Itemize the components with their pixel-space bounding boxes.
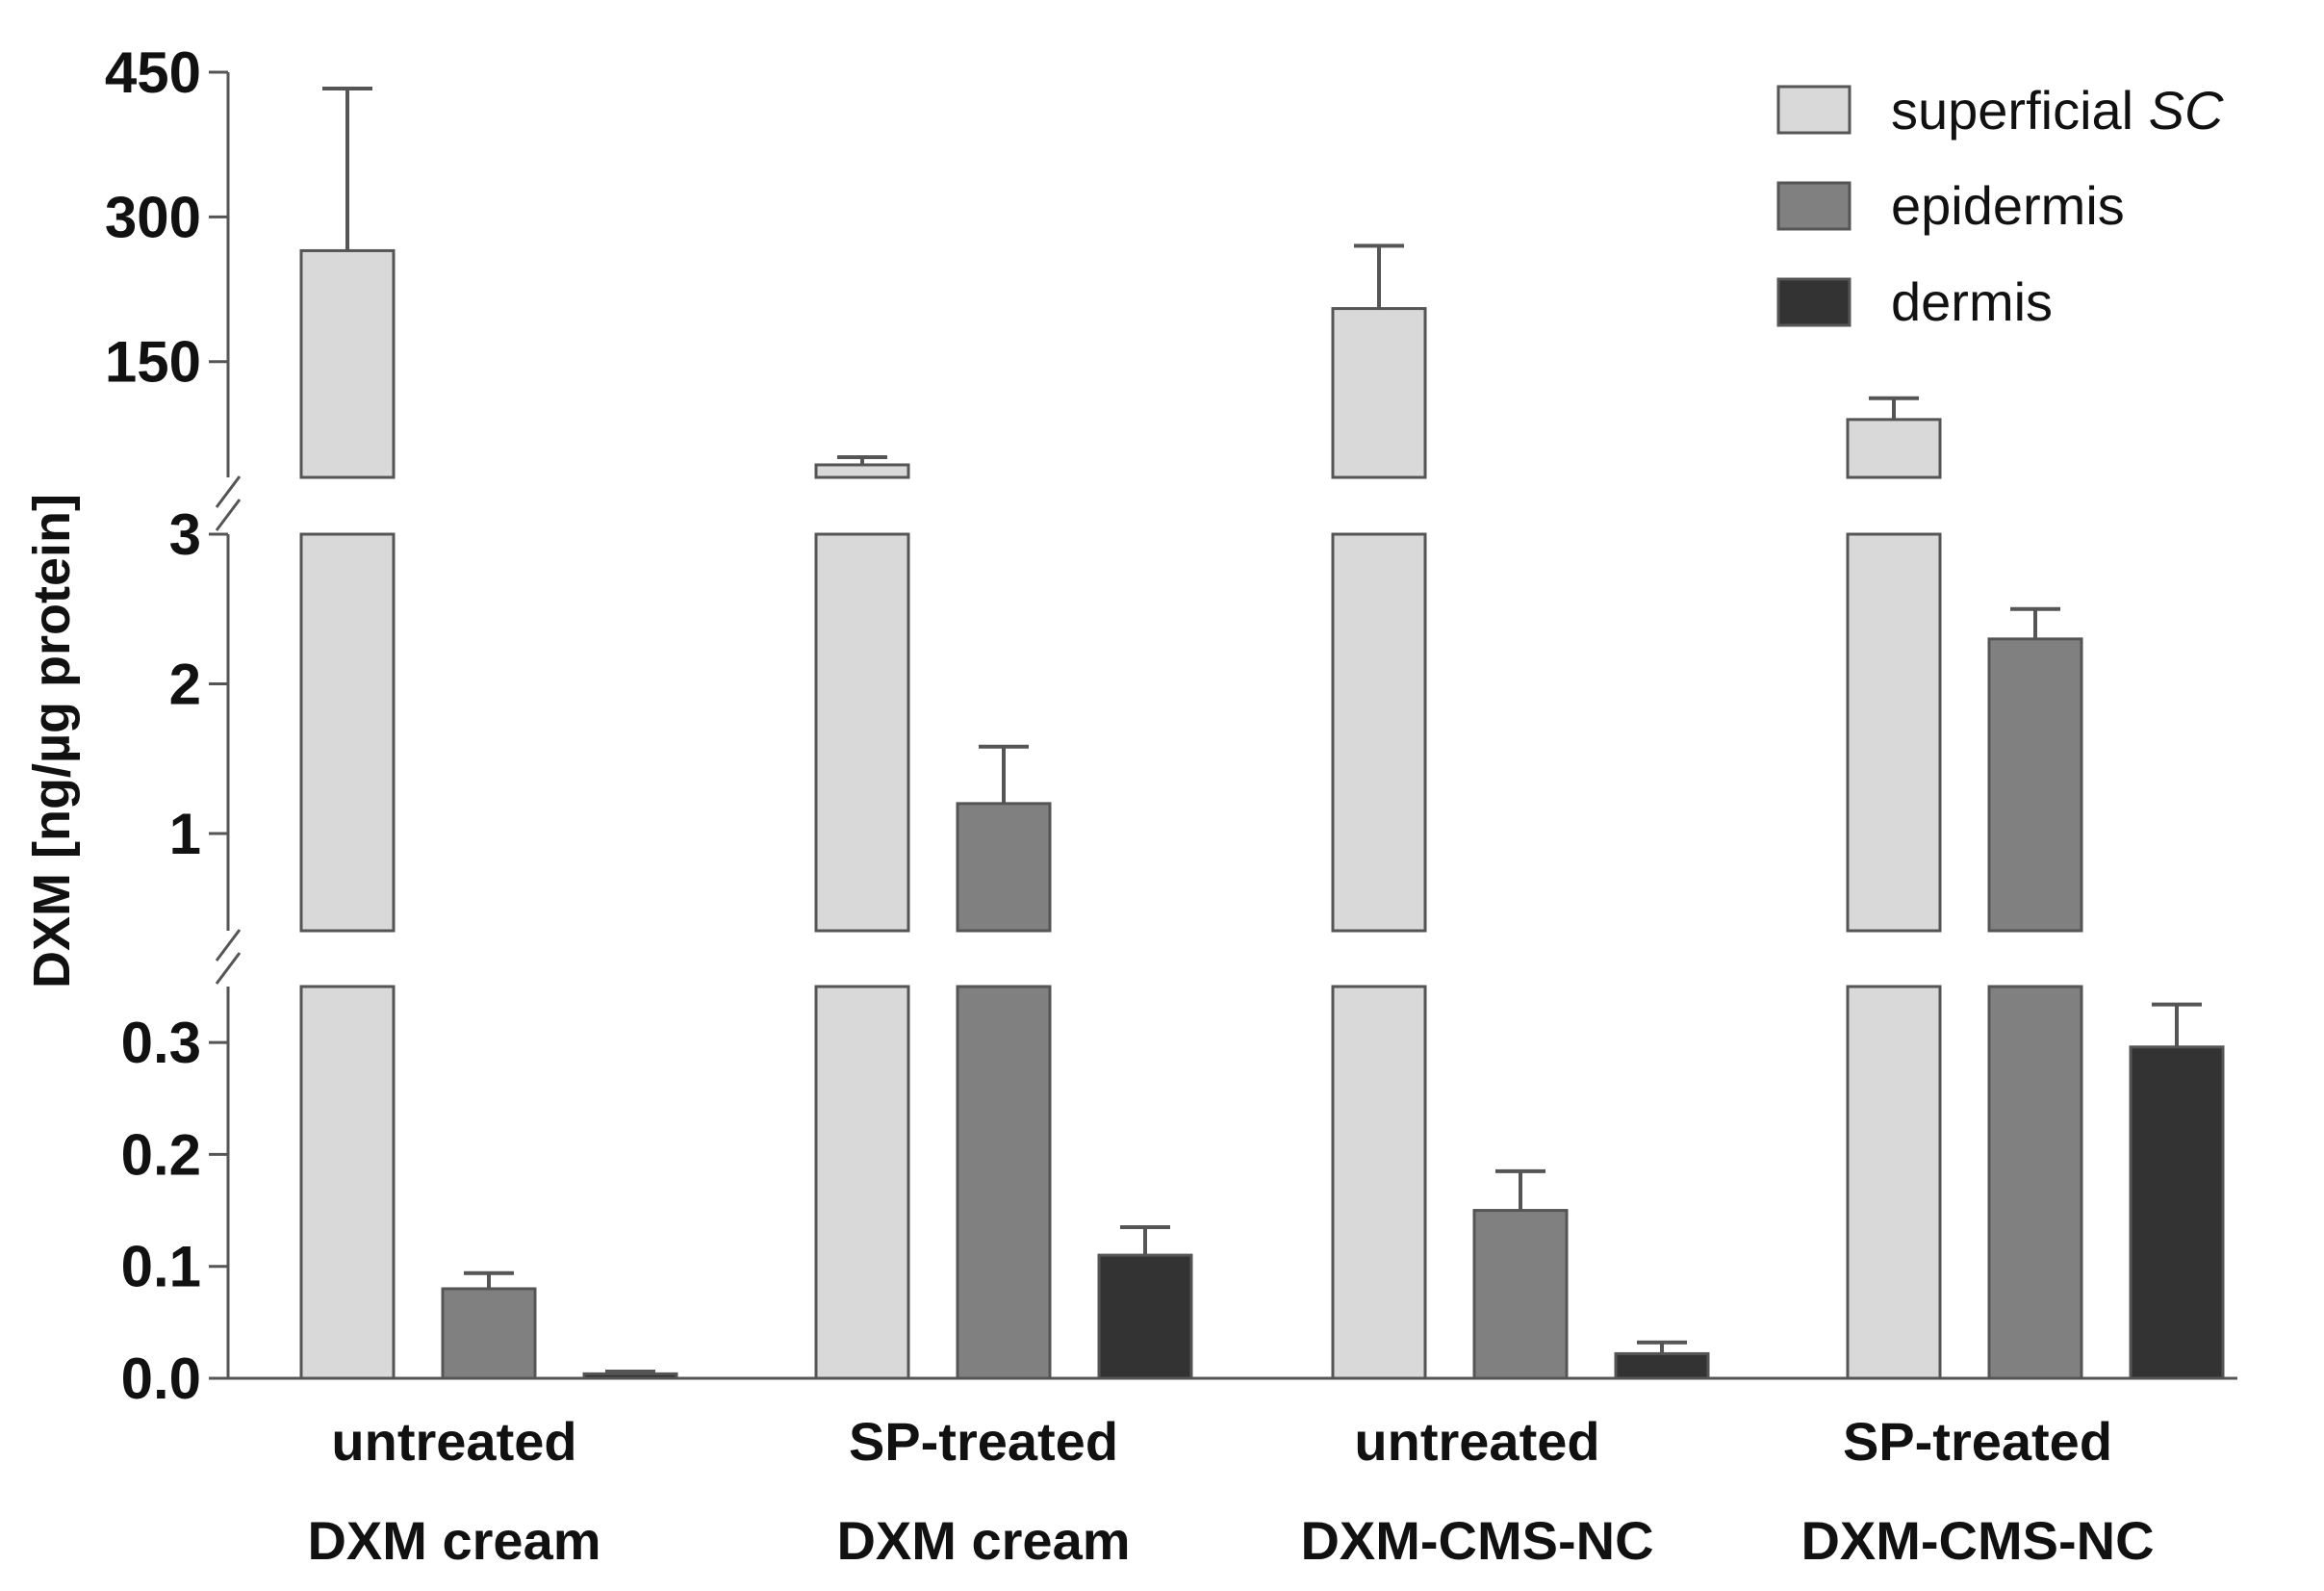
- bar-1-2: [1472, 1209, 1569, 1380]
- y-tick-label: 0.0: [121, 1347, 201, 1411]
- y-tick-label: 450: [105, 40, 201, 105]
- axis-break-mark: [215, 952, 242, 985]
- y-tick-label: 0.3: [121, 1011, 201, 1075]
- bar-0-2: [1331, 307, 1427, 479]
- y-axis-label: DXM [ng/µg protein]: [23, 494, 81, 988]
- y-tick-label: 3: [169, 502, 201, 567]
- bar-0-0: [299, 985, 396, 1380]
- bar-0-2: [1331, 985, 1427, 1380]
- legend-label-superficial-sc: superficial SC: [1891, 80, 2224, 141]
- bar-1-1: [956, 802, 1052, 933]
- axis-break-mark: [215, 929, 242, 962]
- legend-label-dermis: dermis: [1891, 271, 2053, 332]
- bar-0-0: [299, 248, 396, 479]
- bar-2-3: [2129, 1045, 2225, 1380]
- x-category-label: SP-treated: [849, 1411, 1118, 1472]
- y-tick-label: 0.2: [121, 1122, 201, 1187]
- y-tick-label: 2: [169, 652, 201, 716]
- x-category-labels: untreated DXM cream SP-treated DXM cream…: [307, 1411, 2154, 1571]
- bar-0-1: [814, 985, 910, 1380]
- bar-1-0: [441, 1287, 537, 1380]
- bar-0-2: [1331, 532, 1427, 933]
- bar-2-0: [582, 1372, 678, 1380]
- y-tick-label: 1: [169, 802, 201, 866]
- legend-swatch-superficial-sc: [1776, 85, 1852, 135]
- bar-0-3: [1846, 985, 1942, 1380]
- y-tick-label: 300: [105, 185, 201, 249]
- bar-2-1: [1097, 1253, 1193, 1380]
- legend-swatch-epidermis: [1776, 181, 1852, 231]
- legend: superficial SC epidermis dermis: [1776, 80, 2224, 332]
- axis-break-mark: [215, 475, 242, 508]
- bar-1-3: [1987, 985, 2083, 1380]
- x-category-label: DXM cream: [307, 1510, 600, 1571]
- bar-1-3: [1987, 637, 2083, 933]
- plot-area: 0.0 0.1 0.2 0.3 1 2 3 150 300 450: [105, 40, 2237, 1411]
- y-tick-label: 150: [105, 330, 201, 395]
- legend-swatch-dermis: [1776, 277, 1852, 327]
- x-category-label: DXM cream: [836, 1510, 1130, 1571]
- x-category-label: DXM-CMS-NC: [1800, 1510, 2154, 1571]
- bar-0-1: [814, 463, 910, 479]
- bar-2-2: [1614, 1351, 1710, 1380]
- axis-break-mark: [215, 499, 242, 531]
- legend-label-epidermis: epidermis: [1891, 175, 2125, 236]
- bar-0-3: [1846, 418, 1942, 479]
- y-tick-label: 0.1: [121, 1235, 201, 1299]
- x-category-label: SP-treated: [1843, 1411, 2112, 1472]
- bar-0-1: [814, 532, 910, 933]
- x-category-label: untreated: [331, 1411, 576, 1472]
- bar-0-3: [1846, 532, 1942, 933]
- bar-0-0: [299, 532, 396, 933]
- x-category-label: DXM-CMS-NC: [1300, 1510, 1653, 1571]
- bar-1-1: [956, 985, 1052, 1380]
- x-category-label: untreated: [1354, 1411, 1599, 1472]
